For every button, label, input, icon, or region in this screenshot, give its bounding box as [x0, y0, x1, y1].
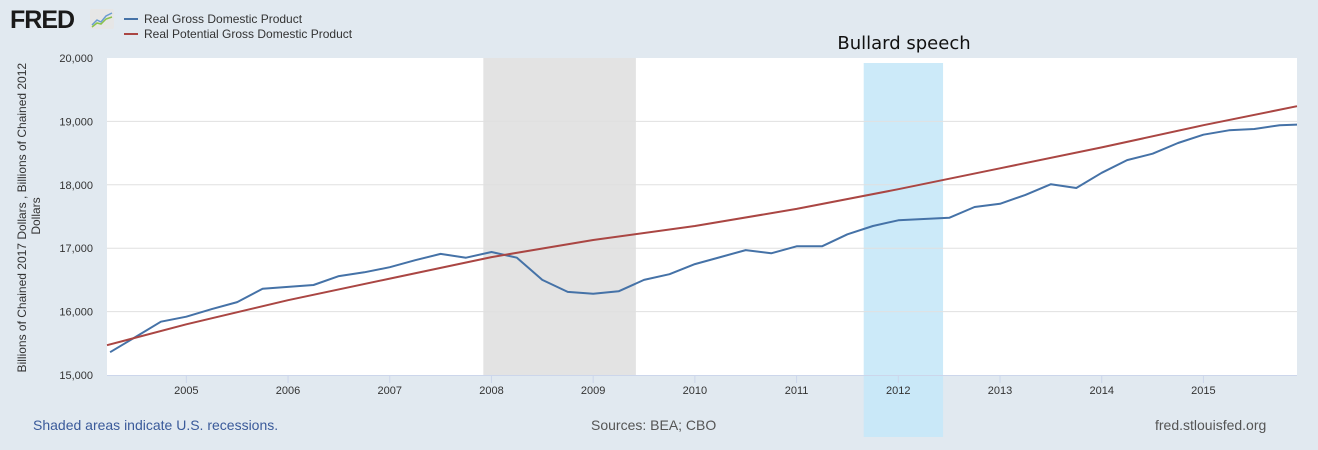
x-tick-label: 2012 — [886, 385, 910, 397]
legend-item-gdp[interactable]: Real Gross Domestic Product — [124, 12, 302, 26]
y-tick-label: 17,000 — [59, 243, 93, 255]
x-tick-label: 2010 — [683, 385, 707, 397]
legend-label-potential-gdp: Real Potential Gross Domestic Product — [144, 27, 353, 41]
x-tick-label: 2006 — [276, 385, 300, 397]
legend-item-potential-gdp[interactable]: Real Potential Gross Domestic Product — [124, 27, 352, 41]
x-tick-label: 2007 — [378, 385, 402, 397]
legend-swatch-potential-gdp — [124, 32, 138, 35]
x-tick-label: 2014 — [1089, 385, 1113, 397]
highlight-band-bullard-speech — [863, 63, 944, 437]
x-tick-label: 2005 — [174, 385, 198, 397]
sources-note: Sources: BEA; CBO — [591, 417, 717, 433]
annotation-bullard-speech: Bullard speech — [837, 33, 970, 54]
y-tick-label: 19,000 — [59, 116, 93, 128]
fred-logo[interactable]: FRED — [10, 6, 75, 34]
legend-swatch-gdp — [124, 17, 138, 20]
y-axis-label: Billions of Chained 2017 Dollars , Billi… — [15, 60, 43, 373]
y-tick-label: 15,000 — [59, 370, 93, 382]
x-tick-label: 2015 — [1191, 385, 1215, 397]
y-tick-label: 16,000 — [59, 307, 93, 319]
x-tick-label: 2013 — [988, 385, 1012, 397]
y-tick-label: 18,000 — [59, 180, 93, 192]
series-line-gdp — [109, 123, 1298, 354]
x-tick-label: 2011 — [785, 385, 809, 397]
series-line-potential-gdp — [106, 105, 1298, 347]
recession-band — [483, 58, 636, 375]
line-chart-icon — [90, 9, 114, 29]
recession-note: Shaded areas indicate U.S. recessions. — [33, 417, 279, 433]
x-tick-label: 2008 — [479, 385, 503, 397]
x-tick-label: 2009 — [581, 385, 605, 397]
site-link[interactable]: fred.stlouisfed.org — [1155, 417, 1267, 433]
legend-label-gdp: Real Gross Domestic Product — [144, 12, 303, 26]
y-tick-label: 20,000 — [59, 53, 93, 65]
plot-area — [107, 58, 1297, 375]
